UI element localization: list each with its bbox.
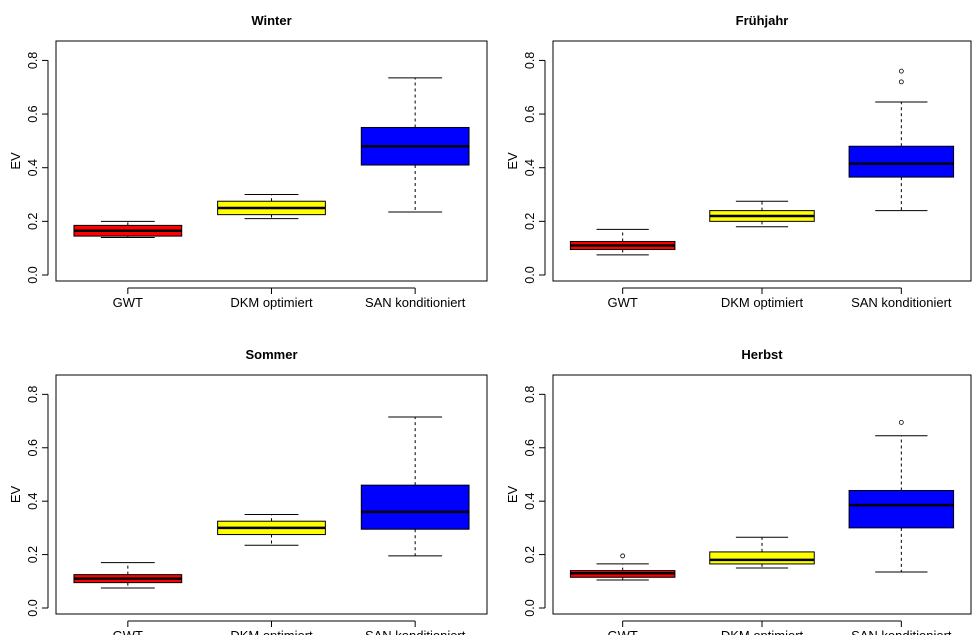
y-tick-label: 0.4 bbox=[26, 492, 40, 509]
x-category-label: DKM optimiert bbox=[721, 628, 804, 635]
y-tick-label: 0.2 bbox=[523, 546, 537, 563]
box-body bbox=[709, 551, 815, 565]
chart-panel-3: Herbst 0.0 0.2 0.4 0.6 0.8 EV GWT DKM optimiert S… bbox=[505, 347, 972, 635]
box-2 bbox=[848, 68, 955, 212]
y-axis-label: EV bbox=[505, 152, 520, 170]
box-body bbox=[360, 484, 470, 530]
box-0 bbox=[73, 220, 183, 238]
y-tick-label: 0.8 bbox=[26, 386, 40, 403]
y-tick-label: 0.4 bbox=[26, 159, 40, 176]
panel-title: Frühjahr bbox=[736, 13, 789, 28]
y-axis-label: EV bbox=[505, 486, 520, 504]
box-0 bbox=[569, 228, 676, 256]
box-2 bbox=[360, 416, 470, 557]
panel-title: Herbst bbox=[741, 347, 783, 362]
x-category-label: GWT bbox=[608, 628, 638, 635]
box-1 bbox=[217, 194, 326, 220]
panel-title: Winter bbox=[251, 13, 291, 28]
y-tick-label: 0.0 bbox=[26, 266, 40, 283]
outlier-point bbox=[898, 79, 904, 85]
y-axis-label: EV bbox=[8, 486, 23, 504]
outlier-point bbox=[898, 419, 904, 425]
y-tick-label: 0.2 bbox=[523, 213, 537, 230]
panel-title: Sommer bbox=[245, 347, 297, 362]
box-body bbox=[848, 489, 955, 529]
outlier-point bbox=[898, 68, 904, 74]
x-category-label: GWT bbox=[113, 628, 143, 635]
outlier-point bbox=[620, 553, 626, 559]
x-category-label: SAN konditioniert bbox=[851, 628, 952, 635]
chart-panel-0: Winter 0.0 0.2 0.4 0.6 0.8 EV GWT DKM optimiert S… bbox=[8, 13, 488, 310]
y-tick-label: 0.0 bbox=[523, 266, 537, 283]
x-category-label: SAN konditioniert bbox=[365, 295, 466, 310]
x-category-label: DKM optimiert bbox=[230, 628, 313, 635]
y-tick-label: 0.8 bbox=[523, 386, 537, 403]
chart-panel-1: Frühjahr 0.0 0.2 0.4 0.6 0.8 EV GWT DKM optimier… bbox=[505, 13, 972, 310]
plot-frame bbox=[55, 374, 488, 615]
box-1 bbox=[709, 536, 815, 569]
x-category-label: GWT bbox=[113, 295, 143, 310]
y-tick-label: 0.6 bbox=[26, 105, 40, 122]
x-category-label: SAN konditioniert bbox=[851, 295, 952, 310]
y-tick-label: 0.0 bbox=[26, 599, 40, 616]
box-2 bbox=[848, 419, 955, 573]
y-axis-label: EV bbox=[8, 152, 23, 170]
chart-panel-2: Sommer 0.0 0.2 0.4 0.6 0.8 EV GWT DKM optimiert S… bbox=[8, 347, 488, 635]
y-tick-label: 0.2 bbox=[26, 213, 40, 230]
x-category-label: SAN konditioniert bbox=[365, 628, 466, 635]
plot-frame bbox=[55, 40, 488, 282]
box-0 bbox=[73, 562, 183, 589]
x-category-label: DKM optimiert bbox=[721, 295, 804, 310]
x-category-label: DKM optimiert bbox=[230, 295, 313, 310]
plot-frame bbox=[552, 374, 972, 615]
box-body bbox=[848, 145, 955, 178]
box-2 bbox=[360, 77, 470, 213]
y-tick-label: 0.2 bbox=[26, 546, 40, 563]
y-tick-label: 0.6 bbox=[523, 105, 537, 122]
y-tick-label: 0.0 bbox=[523, 599, 537, 616]
box-1 bbox=[217, 514, 326, 546]
plot-frame bbox=[552, 40, 972, 282]
box-1 bbox=[709, 200, 815, 228]
y-tick-label: 0.4 bbox=[523, 492, 537, 509]
y-tick-label: 0.8 bbox=[523, 52, 537, 69]
box-0 bbox=[569, 553, 676, 581]
y-tick-label: 0.8 bbox=[26, 52, 40, 69]
y-tick-label: 0.4 bbox=[523, 159, 537, 176]
y-tick-label: 0.6 bbox=[523, 439, 537, 456]
y-tick-label: 0.6 bbox=[26, 439, 40, 456]
x-category-label: GWT bbox=[608, 295, 638, 310]
